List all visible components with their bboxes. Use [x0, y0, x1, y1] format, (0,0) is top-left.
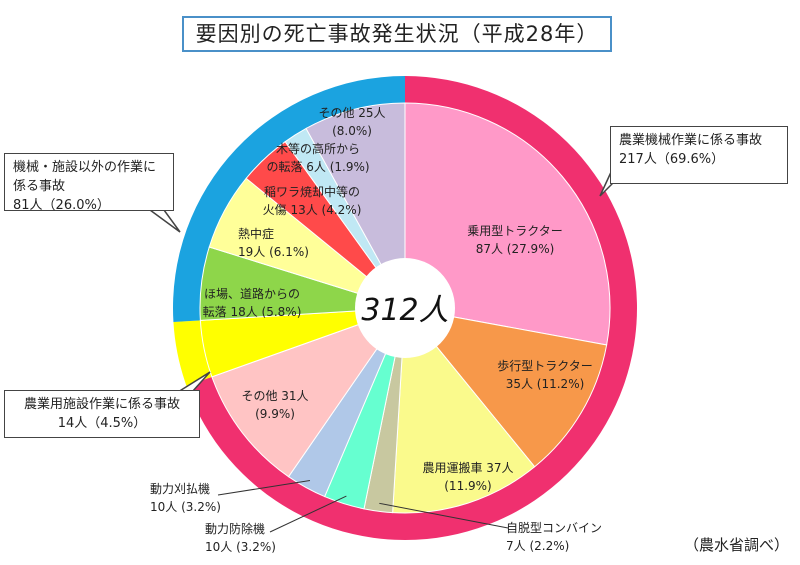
ring-segment-facility: [173, 320, 212, 386]
chart-title: 要因別の死亡事故発生状況（平成28年）: [182, 16, 612, 52]
slice-12-label-line1: その他 25人: [318, 106, 385, 120]
callout-agri-line1: 農業機械作業に係る事故: [619, 133, 763, 148]
label-power-sprayer-line2: 10人 (3.2%): [205, 540, 276, 554]
callout-facility-work: 農業用施設作業に係る事故 14人（4.5%）: [4, 390, 200, 438]
slice-labels: 乗用型トラクター 87人 (27.9%) 歩行型トラクター 35人 (11.2%) 農用…: [203, 106, 593, 493]
slice-8-label-line1: ほ場、道路からの: [204, 286, 300, 301]
label-power-brush-cutter-line1: 動力刈払機: [150, 482, 211, 496]
slice-0-label-line1: 乗用型トラクター: [467, 224, 563, 238]
center-hole: [355, 258, 455, 358]
slice-1-label-line2: 35人 (11.2%): [506, 377, 585, 391]
slice-10-label-line1: 稲ワラ焼却中等の: [264, 184, 360, 199]
callout-other-line1: 機械・施設以外の作業に: [13, 160, 157, 175]
label-power-brush-cutter: 動力刈払機 10人 (3.2%): [150, 480, 221, 516]
slice-0: [404, 102, 611, 346]
label-combine: 自脱型コンバイン 7人 (2.2%): [506, 519, 602, 555]
label-power-brush-cutter-line2: 10人 (3.2%): [150, 500, 221, 514]
slice-6-label-line1: その他 31人: [241, 389, 308, 403]
outer-ring: [173, 76, 637, 540]
callout-other-work: 機械・施設以外の作業に 係る事故 81人（26.0%）: [4, 153, 174, 213]
callout-facility-line2: 14人（4.5%）: [57, 416, 147, 431]
slice-1: [403, 307, 608, 468]
slice-12: [305, 102, 406, 309]
inner-pie: [199, 102, 611, 514]
callout-agri-machinery: 農業機械作業に係る事故 217人（69.6%）: [610, 126, 788, 184]
total-label: 312人: [361, 293, 448, 328]
slice-11-label-line2: の転落 6人 (1.9%): [266, 160, 369, 174]
label-power-sprayer-line1: 動力防除機: [205, 522, 266, 536]
leader-slice-4: [269, 495, 347, 533]
slice-6: [211, 307, 407, 478]
slice-2-label-line2: (11.9%): [444, 479, 491, 493]
callout-agri-line2: 217人（69.6%）: [619, 152, 725, 167]
source-note: （農水省調べ）: [684, 536, 790, 554]
slice-9-label-line2: 19人 (6.1%): [238, 245, 309, 259]
ring-segment-other: [173, 76, 405, 323]
callout-other-line1b: 係る事故: [13, 179, 66, 194]
slice-2-label-line1: 農用運搬車 37人: [422, 460, 513, 475]
label-combine-line2: 7人 (2.2%): [506, 539, 570, 553]
slice-8-label-line2: 転落 18人 (5.8%): [203, 305, 302, 319]
label-power-sprayer: 動力防除機 10人 (3.2%): [205, 520, 276, 556]
slice-10-label-line2: 火傷 13人 (4.2%): [263, 202, 362, 217]
slice-9-label-line1: 熱中症: [238, 226, 274, 241]
leader-slice-3: [379, 502, 509, 529]
slice-12-label-line2: (8.0%): [332, 124, 372, 138]
label-combine-line1: 自脱型コンバイン: [506, 521, 603, 535]
leader-lines: [147, 169, 613, 533]
slice-2: [392, 306, 536, 514]
slice-0-label-line2: 87人 (27.9%): [476, 242, 555, 256]
callout-other-line2: 81人（26.0%）: [13, 198, 110, 213]
slice-6-label-line2: (9.9%): [255, 407, 295, 421]
callout-facility-line1: 農業用施設作業に係る事故: [23, 397, 180, 412]
slice-11-label-line1: 木等の高所から: [276, 141, 360, 156]
leader-slice-5: [217, 480, 311, 496]
slice-1-label-line1: 歩行型トラクター: [497, 358, 593, 373]
